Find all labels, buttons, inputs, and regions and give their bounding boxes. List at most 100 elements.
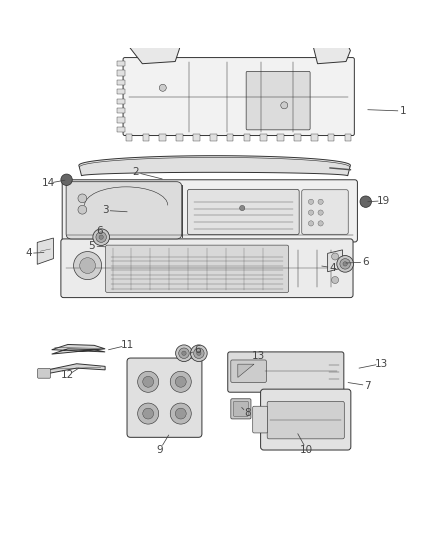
- Circle shape: [175, 376, 186, 387]
- FancyBboxPatch shape: [246, 71, 310, 130]
- Text: 6: 6: [194, 345, 201, 355]
- Circle shape: [332, 277, 339, 284]
- Circle shape: [61, 174, 72, 185]
- Polygon shape: [79, 156, 350, 176]
- Circle shape: [138, 403, 159, 424]
- Bar: [142, 134, 149, 141]
- Polygon shape: [52, 344, 105, 354]
- Circle shape: [308, 199, 314, 204]
- Text: 6: 6: [96, 227, 103, 237]
- FancyBboxPatch shape: [233, 401, 248, 416]
- Text: 12: 12: [61, 370, 74, 380]
- Bar: [261, 134, 267, 141]
- Text: 2: 2: [132, 167, 139, 177]
- Text: 6: 6: [362, 257, 369, 267]
- Circle shape: [96, 232, 106, 243]
- Text: 7: 7: [364, 381, 371, 391]
- Bar: [345, 134, 351, 141]
- Circle shape: [99, 235, 103, 239]
- Bar: [117, 117, 125, 123]
- Text: 1: 1: [399, 106, 406, 116]
- Text: 14: 14: [42, 178, 55, 188]
- Bar: [311, 134, 318, 141]
- Bar: [328, 134, 335, 141]
- FancyBboxPatch shape: [187, 189, 299, 235]
- Circle shape: [93, 229, 110, 246]
- FancyBboxPatch shape: [38, 368, 50, 378]
- Circle shape: [332, 253, 339, 260]
- Text: 4: 4: [329, 263, 336, 273]
- Circle shape: [170, 372, 191, 392]
- Circle shape: [318, 199, 323, 204]
- FancyBboxPatch shape: [62, 180, 357, 242]
- Polygon shape: [328, 250, 343, 272]
- Bar: [117, 99, 125, 104]
- Bar: [117, 80, 125, 85]
- Circle shape: [318, 221, 323, 226]
- Circle shape: [360, 196, 371, 207]
- FancyBboxPatch shape: [66, 182, 182, 239]
- Circle shape: [308, 210, 314, 215]
- Text: 8: 8: [244, 408, 251, 418]
- Polygon shape: [127, 31, 180, 64]
- Circle shape: [197, 351, 201, 356]
- Circle shape: [343, 262, 347, 266]
- Circle shape: [80, 257, 95, 273]
- Text: 4: 4: [25, 248, 32, 259]
- FancyBboxPatch shape: [231, 360, 266, 382]
- Bar: [193, 134, 200, 141]
- FancyBboxPatch shape: [261, 389, 351, 450]
- Bar: [126, 134, 132, 141]
- FancyBboxPatch shape: [231, 399, 251, 419]
- Bar: [227, 134, 233, 141]
- Bar: [117, 89, 125, 94]
- Bar: [277, 134, 284, 141]
- Bar: [159, 134, 166, 141]
- Circle shape: [191, 345, 207, 361]
- Text: 10: 10: [300, 445, 313, 455]
- FancyBboxPatch shape: [106, 245, 289, 293]
- Bar: [117, 108, 125, 114]
- Circle shape: [240, 205, 245, 211]
- FancyBboxPatch shape: [228, 352, 344, 392]
- Bar: [117, 127, 125, 132]
- FancyBboxPatch shape: [253, 406, 268, 433]
- Polygon shape: [39, 364, 105, 375]
- Circle shape: [143, 408, 154, 419]
- Circle shape: [138, 372, 159, 392]
- Circle shape: [281, 102, 288, 109]
- Text: 9: 9: [156, 445, 163, 455]
- Circle shape: [179, 348, 189, 359]
- Circle shape: [74, 252, 102, 280]
- Polygon shape: [238, 364, 254, 377]
- Circle shape: [78, 194, 87, 203]
- Text: 13: 13: [252, 351, 265, 361]
- Circle shape: [194, 348, 204, 359]
- Circle shape: [340, 259, 350, 269]
- Bar: [294, 134, 301, 141]
- Circle shape: [182, 351, 186, 356]
- Text: 5: 5: [88, 241, 95, 251]
- Bar: [244, 134, 250, 141]
- FancyBboxPatch shape: [123, 58, 354, 135]
- Bar: [117, 70, 125, 76]
- Bar: [210, 134, 216, 141]
- Bar: [176, 134, 183, 141]
- FancyBboxPatch shape: [267, 401, 344, 439]
- Circle shape: [176, 345, 192, 361]
- Circle shape: [308, 221, 314, 226]
- Text: 19: 19: [377, 196, 390, 206]
- FancyBboxPatch shape: [127, 358, 202, 437]
- Circle shape: [337, 255, 353, 272]
- Polygon shape: [313, 35, 350, 64]
- Text: 13: 13: [374, 359, 388, 369]
- Circle shape: [170, 403, 191, 424]
- FancyBboxPatch shape: [61, 239, 353, 297]
- Text: 3: 3: [102, 205, 109, 215]
- FancyBboxPatch shape: [302, 190, 348, 235]
- Circle shape: [318, 210, 323, 215]
- Circle shape: [78, 205, 87, 214]
- Polygon shape: [37, 238, 53, 264]
- Text: 11: 11: [120, 341, 134, 350]
- Bar: [117, 61, 125, 66]
